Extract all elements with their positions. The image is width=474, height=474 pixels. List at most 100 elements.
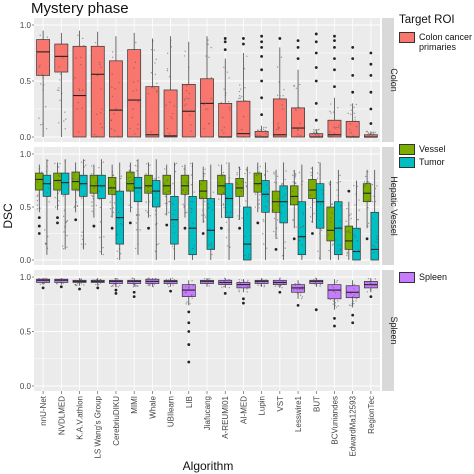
jitter-point [310,221,313,223]
jitter-point [62,57,64,59]
box-body [217,174,226,195]
jitter-point [337,305,339,307]
box-AI-MED [236,37,251,138]
jitter-point [318,257,321,259]
jitter-point [330,203,332,205]
jitter-point [65,220,68,223]
jitter-point [371,284,373,286]
jitter-point [58,182,60,184]
jitter-point [265,279,267,281]
box-EdwardMa12593 [352,180,361,261]
outlier-point [369,74,373,77]
outlier-point [333,85,336,88]
jitter-point [83,284,85,286]
jitter-point [64,226,66,228]
outlier-point [37,216,41,220]
jitter-point [134,247,137,250]
jitter-point [129,165,131,167]
jitter-point [301,288,304,291]
jitter-point [135,41,137,44]
jitter-point [330,112,332,114]
jitter-point [190,207,193,210]
jitter-point [58,66,61,68]
jitter-point [37,194,39,196]
jitter-point [136,165,139,167]
jitter-point [350,305,352,307]
outlier-point [114,288,118,292]
jitter-point [189,114,191,116]
box-body [327,119,342,138]
jitter-point [282,185,284,187]
jitter-point [156,90,158,92]
jitter-point [275,128,278,131]
jitter-point [59,79,61,81]
facet-panels: Colon Hepatic Vessel Spleen [34,18,399,391]
jitter-point [258,171,260,173]
jitter-point [319,219,321,221]
box-CerebriuDIKU [115,162,124,260]
box-body [344,225,354,250]
jitter-point [182,189,184,191]
outlier-point [37,224,41,228]
jitter-point [103,236,105,238]
jitter-point [225,162,228,164]
jitter-point [242,115,245,118]
box-body [199,180,208,199]
jitter-point [58,122,60,124]
box-AI-MED [243,166,252,261]
x-tick-label: VST [276,396,285,412]
jitter-point [183,168,185,170]
jitter-point [205,55,207,57]
jitter-point [301,256,303,258]
jitter-point [237,183,239,186]
jitter-point [236,172,238,174]
jitter-point [368,182,371,184]
jitter-point [46,36,49,38]
outlier-point [314,102,318,105]
jitter-point [366,291,369,293]
jitter-point [353,106,355,109]
jitter-point [375,241,377,243]
jitter-point [166,180,168,182]
jitter-point [374,284,376,286]
jitter-point [185,90,188,92]
jitter-point [110,128,113,130]
jitter-point [346,207,348,210]
x-tick-label: UBIlearn [167,396,176,427]
outlier-point [260,68,264,72]
jitter-point [91,195,94,198]
jitter-point [244,99,246,102]
jitter-point [282,280,284,282]
jitter-point [262,279,264,282]
outlier-point [201,232,205,235]
jitter-point [282,283,285,285]
jitter-point [224,285,227,287]
box-body [163,89,178,138]
jitter-point [145,201,147,203]
jitter-point [64,160,66,162]
jitter-point [374,187,377,190]
jitter-point [258,135,261,138]
jitter-point [183,205,185,207]
jitter-point [192,284,194,287]
jitter-point [204,200,206,203]
box-body [243,206,252,261]
jitter-point [328,207,330,210]
jitter-point [73,205,76,208]
jitter-point [299,283,301,285]
jitter-point [112,207,115,209]
jitter-point [284,194,286,197]
x-tick-label: LIB [185,396,194,408]
outlier-point [41,286,45,290]
jitter-point [367,277,370,280]
jitter-point [92,279,95,281]
box-body [35,172,44,191]
jitter-point [258,203,260,205]
jitter-point [156,82,158,84]
series-tumor [42,159,379,261]
jitter-point [373,259,375,261]
box-body [36,39,51,76]
jitter-point [98,198,101,200]
jitter-point [208,123,210,125]
outlier-point [37,232,41,235]
